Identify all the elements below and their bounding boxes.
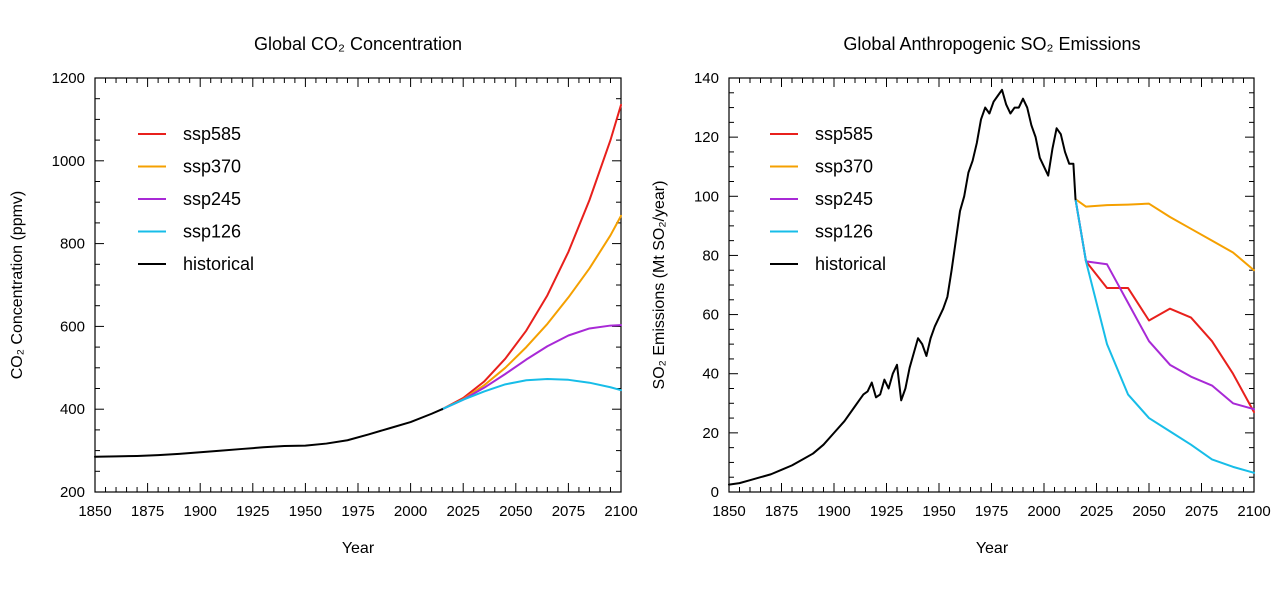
co2-series-ssp245 xyxy=(441,324,622,411)
so2-legend-label-historical: historical xyxy=(815,254,886,274)
so2-x-tick-label: 2050 xyxy=(1132,503,1165,520)
so2-x-tick-label: 1975 xyxy=(975,503,1008,520)
so2-x-axis-label: Year xyxy=(976,540,1009,557)
co2-plot-frame xyxy=(94,77,622,493)
so2-legend-label-ssp126: ssp126 xyxy=(815,222,873,242)
so2-plot-frame xyxy=(728,77,1255,493)
so2-legend-label-ssp245: ssp245 xyxy=(815,189,873,209)
so2-plot-area: 1850 1875 1900 1925 1950 1975 2000 2025 2050 2075… xyxy=(694,70,1271,520)
co2-chart: Global CO₂ Concentration Year CO₂ Concen… xyxy=(9,34,638,557)
co2-y-tick-label: 1000 xyxy=(52,153,85,170)
so2-series-ssp126 xyxy=(1074,198,1255,474)
so2-y-tick-label: 20 xyxy=(702,425,719,442)
co2-x-axis-label: Year xyxy=(342,540,375,557)
co2-y-tick-label: 200 xyxy=(60,484,85,501)
co2-series-historical xyxy=(94,408,444,458)
co2-legend-label-ssp126: ssp126 xyxy=(183,222,241,242)
so2-legend-label-ssp370: ssp370 xyxy=(815,157,873,177)
co2-y-tick-label: 800 xyxy=(60,236,85,253)
co2-x-tick-label: 1925 xyxy=(236,503,269,520)
so2-y-tick-label: 40 xyxy=(702,366,719,383)
co2-y-axis-label: CO₂ Concentration (ppmv) xyxy=(9,191,26,380)
co2-x-tick-label: 1875 xyxy=(131,503,164,520)
co2-y-tick-label: 1200 xyxy=(52,70,85,87)
co2-plot-area: 1850 1875 1900 1925 1950 1975 2000 2025 2050 2075… xyxy=(52,70,638,520)
co2-x-tick-label: 2075 xyxy=(552,503,585,520)
co2-x-tick-label: 1950 xyxy=(289,503,322,520)
co2-series-ssp370 xyxy=(441,214,622,411)
so2-series-ssp585 xyxy=(1074,198,1255,414)
so2-chart-title: Global Anthropogenic SO₂ Emissions xyxy=(843,34,1140,54)
so2-x-tick-label: 1850 xyxy=(712,503,745,520)
so2-x-tick-label: 2025 xyxy=(1080,503,1113,520)
so2-y-tick-label: 60 xyxy=(702,307,719,324)
so2-series-ssp370 xyxy=(1074,198,1255,272)
so2-y-tick-label: 0 xyxy=(711,484,719,501)
so2-x-tick-label: 2075 xyxy=(1185,503,1218,520)
co2-x-tick-label: 1850 xyxy=(78,503,111,520)
co2-legend-label-historical: historical xyxy=(183,254,254,274)
co2-legend: ssp585 ssp370 ssp245 ssp126 historical xyxy=(138,124,254,274)
co2-x-tick-label: 1900 xyxy=(184,503,217,520)
co2-series-ssp126 xyxy=(441,377,622,411)
co2-y-tick-label: 600 xyxy=(60,318,85,335)
co2-chart-title: Global CO₂ Concentration xyxy=(254,34,462,54)
co2-x-tick-label: 2000 xyxy=(394,503,427,520)
co2-legend-label-ssp370: ssp370 xyxy=(183,157,241,177)
so2-series-ssp245 xyxy=(1074,198,1255,411)
so2-y-axis-label: SO₂ Emissions (Mt SO₂/year) xyxy=(651,181,668,390)
co2-x-tick-label: 1975 xyxy=(341,503,374,520)
co2-x-tick-label: 2100 xyxy=(604,503,637,520)
so2-x-tick-label: 1925 xyxy=(870,503,903,520)
so2-y-tick-label: 100 xyxy=(694,188,719,205)
co2-x-tick-label: 2025 xyxy=(447,503,480,520)
co2-legend-label-ssp245: ssp245 xyxy=(183,189,241,209)
so2-chart: Global Anthropogenic SO₂ Emissions Year … xyxy=(651,34,1271,557)
so2-y-tick-label: 80 xyxy=(702,247,719,264)
so2-x-tick-label: 2100 xyxy=(1237,503,1270,520)
so2-legend-label-ssp585: ssp585 xyxy=(815,124,873,144)
so2-x-tick-label: 1875 xyxy=(765,503,798,520)
so2-x-tick-label: 2000 xyxy=(1027,503,1060,520)
co2-series-ssp585 xyxy=(441,103,622,411)
co2-y-tick-label: 400 xyxy=(60,401,85,418)
so2-y-tick-label: 140 xyxy=(694,70,719,87)
so2-series-historical xyxy=(728,88,1077,486)
so2-x-tick-label: 1900 xyxy=(817,503,850,520)
so2-x-tick-label: 1950 xyxy=(922,503,955,520)
so2-legend: ssp585 ssp370 ssp245 ssp126 historical xyxy=(770,124,886,274)
co2-legend-label-ssp585: ssp585 xyxy=(183,124,241,144)
co2-x-tick-label: 2050 xyxy=(499,503,532,520)
so2-y-tick-label: 120 xyxy=(694,129,719,146)
